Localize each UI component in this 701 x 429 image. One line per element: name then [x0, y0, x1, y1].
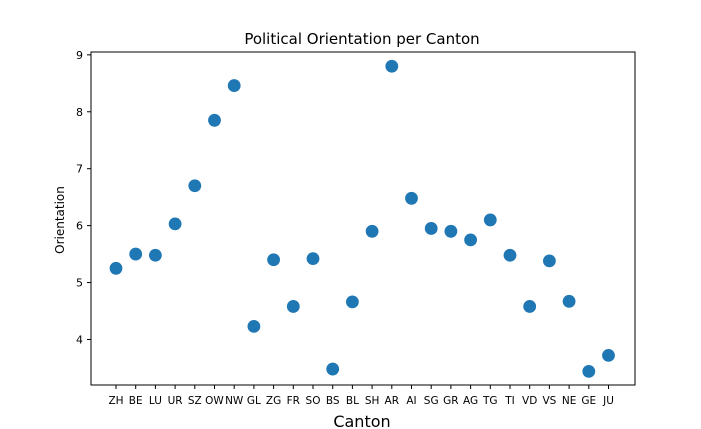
x-tick-label: NE: [562, 395, 577, 407]
data-points: [108, 59, 616, 379]
data-point-ge: [581, 364, 597, 379]
x-tick-label: GR: [443, 395, 458, 407]
plot-frame: [90, 51, 636, 386]
data-point-zg: [266, 252, 281, 267]
data-point-be: [128, 246, 143, 262]
x-tick-label: LU: [149, 395, 162, 407]
data-point-zh: [108, 261, 124, 276]
x-tick-label: JU: [602, 395, 614, 407]
data-point-lu: [148, 248, 163, 263]
data-point-ai: [404, 191, 419, 206]
y-tick-label: 6: [76, 220, 83, 233]
x-tick-label: BS: [326, 395, 340, 407]
x-tick-label: TI: [504, 395, 515, 407]
x-axis-label: Canton: [333, 412, 390, 429]
data-point-ne: [561, 294, 577, 309]
data-point-gl: [246, 319, 262, 334]
data-point-so: [305, 251, 321, 266]
y-axis-ticks: 4 5 6 7 8 9: [76, 49, 91, 346]
data-point-gr: [443, 224, 459, 239]
x-tick-label: NW: [225, 395, 244, 407]
x-tick-label: SO: [306, 395, 321, 407]
data-point-sz: [187, 178, 203, 193]
data-point-ju: [601, 348, 616, 363]
data-point-ow: [207, 113, 222, 128]
y-tick-label: 8: [76, 106, 83, 119]
x-tick-label: AR: [385, 395, 399, 407]
x-axis-ticks: ZH BE LU UR SZ OW NW GL ZG FR SO BS BL SH AR AI SG GR AG TG…: [108, 385, 614, 407]
x-tick-label: ZG: [266, 395, 281, 407]
data-point-vd: [522, 299, 537, 314]
x-tick-label: BE: [129, 395, 143, 407]
x-tick-label: BL: [346, 395, 359, 407]
x-tick-label: AI: [406, 395, 416, 407]
x-tick-label: SZ: [188, 395, 202, 407]
data-point-bl: [345, 294, 360, 310]
x-tick-label: VS: [542, 395, 556, 407]
x-tick-label: AG: [463, 395, 478, 407]
x-tick-label: GE: [581, 395, 596, 407]
x-tick-label: GL: [247, 395, 261, 407]
data-point-bs: [325, 361, 340, 377]
data-point-ur: [167, 216, 183, 232]
x-tick-label: VD: [522, 395, 537, 407]
data-point-tg: [483, 212, 498, 228]
data-point-fr: [286, 299, 301, 314]
x-tick-label: OW: [205, 395, 224, 407]
data-point-nw: [226, 78, 242, 93]
x-tick-label: SH: [365, 395, 380, 407]
y-tick-label: 4: [76, 333, 83, 346]
data-point-sg: [424, 221, 439, 236]
y-tick-label: 5: [76, 277, 83, 290]
data-point-ar: [384, 59, 400, 74]
y-tick-label: 7: [76, 163, 83, 176]
y-axis-label: Orientation: [53, 186, 67, 254]
x-tick-label: ZH: [108, 395, 123, 407]
data-point-vs: [542, 253, 557, 269]
x-tick-label: SG: [424, 395, 439, 407]
data-point-ag: [463, 232, 478, 248]
data-point-ti: [502, 248, 518, 263]
data-point-sh: [364, 224, 380, 239]
x-tick-label: FR: [287, 395, 300, 407]
x-tick-label: TG: [482, 395, 498, 407]
x-tick-label: UR: [168, 395, 183, 407]
y-tick-label: 9: [76, 49, 83, 62]
chart-title: Political Orientation per Canton: [244, 30, 479, 48]
